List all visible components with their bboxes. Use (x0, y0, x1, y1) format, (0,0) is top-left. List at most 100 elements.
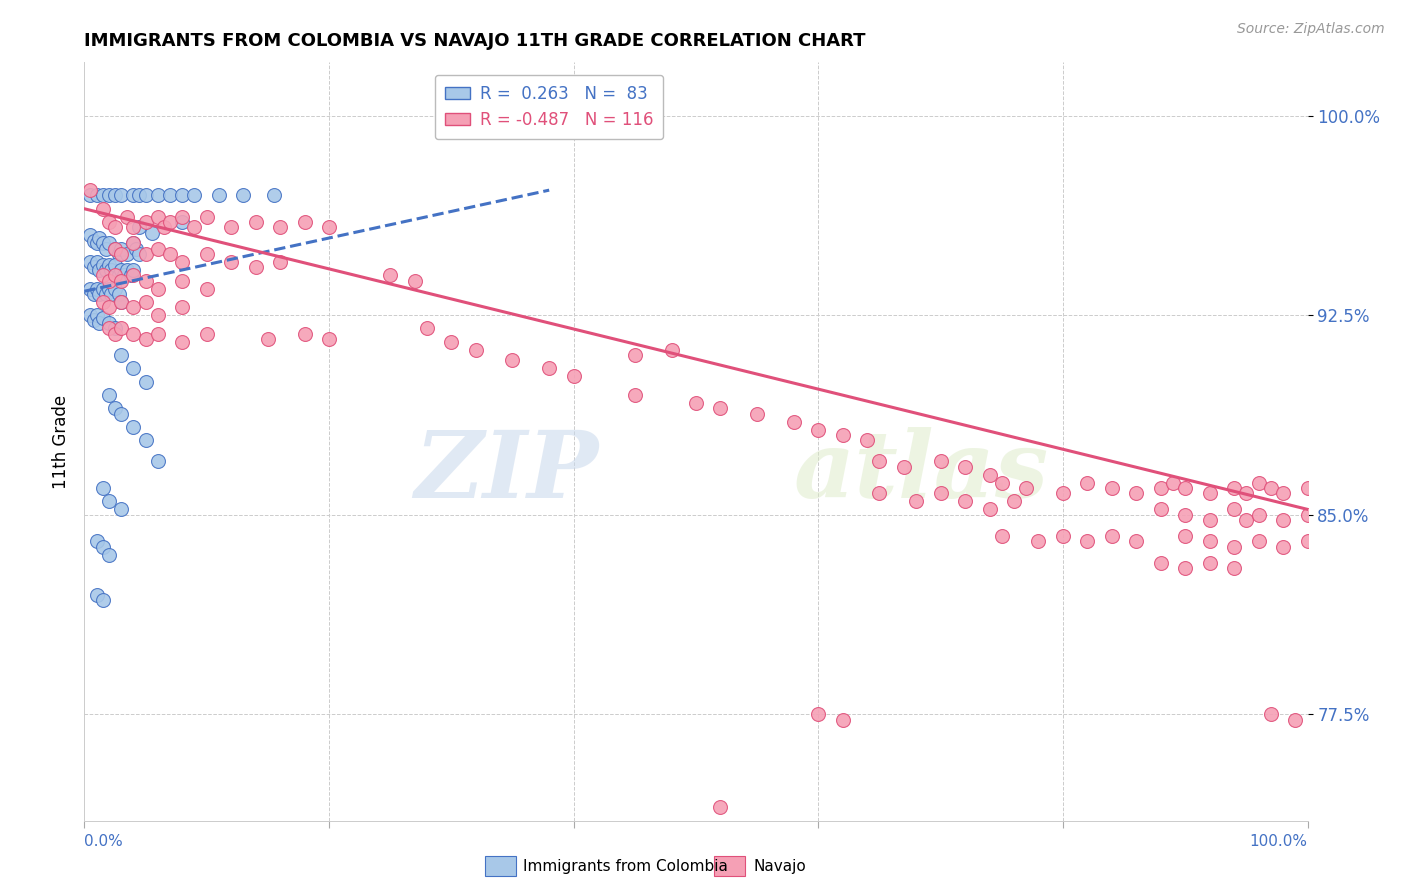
Point (1198, 534, 1220, 549)
Point (1125, 486, 1147, 500)
Point (125, 242, 148, 256)
Point (86, 587, 108, 601)
Point (1002, 494, 1025, 508)
Point (1174, 529, 1197, 543)
Point (97, 215, 120, 229)
Point (1174, 481, 1197, 495)
Point (318, 220, 340, 235)
Point (1150, 502, 1173, 516)
Point (172, 255, 194, 269)
Point (219, 255, 242, 269)
Point (1101, 529, 1123, 543)
Text: Immigrants from Colombia: Immigrants from Colombia (523, 859, 728, 873)
Point (135, 215, 157, 229)
Point (91, 310, 114, 325)
Text: atlas: atlas (794, 427, 1049, 516)
Point (953, 459, 976, 474)
Point (97, 316, 120, 330)
Point (1052, 486, 1074, 500)
Point (104, 401, 127, 416)
Point (416, 321, 439, 335)
Point (83, 234, 105, 248)
Point (831, 713, 853, 727)
Point (87, 316, 110, 330)
Point (1101, 481, 1123, 495)
Point (1272, 486, 1295, 500)
Point (86, 308, 108, 322)
Point (122, 220, 145, 235)
Point (104, 326, 127, 341)
Point (128, 188, 150, 202)
Point (135, 332, 157, 346)
Point (146, 210, 169, 224)
Point (1272, 513, 1295, 527)
Point (100, 263, 122, 277)
Point (502, 353, 524, 368)
Point (1223, 561, 1246, 575)
Point (159, 247, 181, 261)
Point (624, 348, 647, 362)
Point (232, 188, 254, 202)
Point (991, 529, 1014, 543)
Point (172, 215, 194, 229)
Point (87, 286, 110, 301)
Point (294, 215, 316, 229)
Point (380, 268, 402, 283)
Point (1174, 508, 1197, 522)
Point (257, 332, 280, 346)
Point (172, 300, 194, 314)
Point (96, 286, 118, 301)
Point (91, 592, 114, 607)
Point (1247, 475, 1270, 490)
Point (91, 294, 114, 309)
Point (100, 286, 122, 301)
Point (122, 268, 145, 283)
Point (245, 215, 267, 229)
Point (991, 475, 1014, 490)
Point (404, 274, 426, 288)
Point (831, 428, 853, 442)
Point (122, 361, 145, 376)
Point (893, 459, 915, 474)
Point (1247, 534, 1270, 549)
Point (128, 220, 150, 235)
Point (122, 236, 145, 251)
Point (104, 268, 127, 283)
Point (86, 255, 108, 269)
Point (1236, 513, 1258, 527)
Point (86, 188, 108, 202)
Point (110, 274, 132, 288)
Point (120, 268, 142, 283)
Point (110, 407, 132, 421)
Point (869, 454, 891, 468)
Point (172, 188, 194, 202)
Point (1150, 556, 1173, 570)
Point (91, 268, 114, 283)
Point (1150, 481, 1173, 495)
Point (146, 188, 169, 202)
Point (1296, 534, 1319, 549)
Point (110, 247, 132, 261)
Point (172, 274, 194, 288)
Point (1198, 513, 1220, 527)
Point (91, 481, 114, 495)
Point (562, 369, 585, 384)
Point (112, 268, 135, 283)
Point (905, 494, 928, 508)
Point (110, 502, 132, 516)
Point (97, 258, 120, 272)
Point (146, 282, 169, 296)
Point (83, 313, 105, 327)
Point (1236, 486, 1258, 500)
Point (195, 282, 218, 296)
Point (991, 854, 1014, 868)
Point (1174, 561, 1197, 575)
Point (104, 242, 127, 256)
Point (1296, 508, 1319, 522)
Point (86, 236, 108, 251)
Point (122, 300, 145, 314)
Point (110, 294, 132, 309)
Point (128, 247, 150, 261)
Point (91, 258, 114, 272)
Point (1247, 508, 1270, 522)
